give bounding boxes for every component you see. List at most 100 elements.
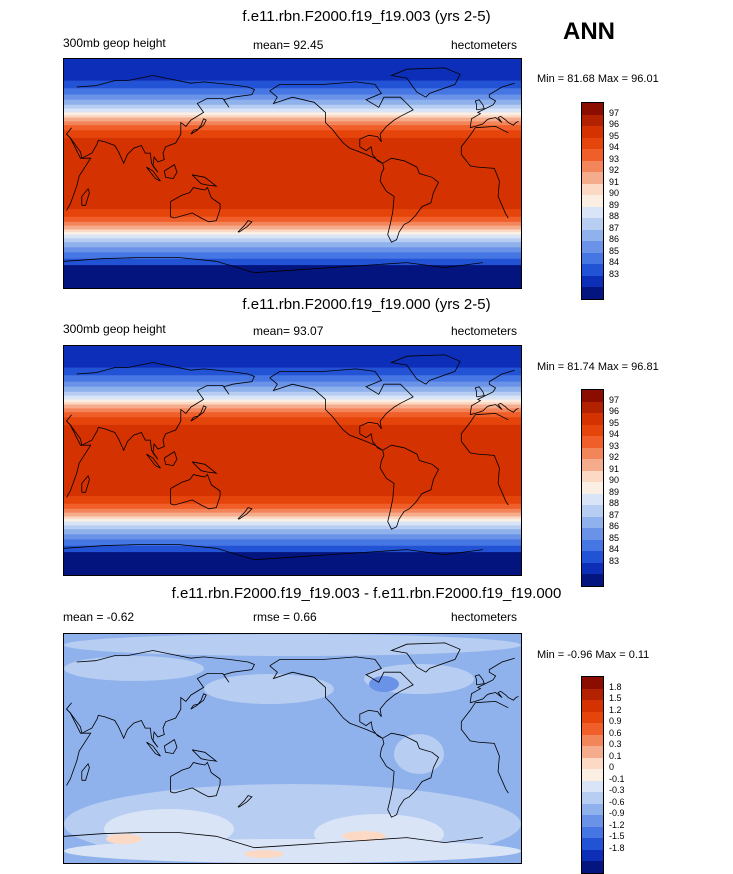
contour-band (64, 197, 521, 200)
coastline (64, 257, 255, 274)
contour-band (64, 482, 521, 484)
contour-band (64, 433, 521, 436)
contour-band (64, 126, 521, 129)
contour-band (64, 450, 521, 453)
colorbar-label: 1.2 (609, 704, 622, 715)
colorbar-label: -0.3 (609, 785, 625, 795)
contour-band (64, 113, 521, 116)
colorbar-swatch (582, 229, 603, 241)
coastline (269, 656, 414, 739)
contour-band (64, 93, 521, 96)
contour-band (64, 366, 521, 369)
colorbar-swatch (582, 459, 603, 471)
coastline (460, 127, 509, 219)
contour-band (64, 484, 521, 487)
contour-band (64, 548, 521, 551)
coastline (191, 461, 218, 474)
coastline (237, 220, 253, 233)
colorbar-swatch (582, 264, 603, 276)
contour-band (64, 79, 521, 82)
contour-band (64, 477, 521, 479)
contour-band (64, 78, 521, 80)
colorbar-label: 94 (609, 429, 620, 439)
contour-band (64, 262, 521, 265)
colorbar-swatch (582, 803, 603, 815)
contour-band (64, 60, 521, 63)
contour-band (64, 461, 521, 464)
contour-band (64, 106, 521, 108)
contour-band (64, 505, 521, 507)
contour-band (64, 149, 521, 152)
colorbar-swatch (582, 160, 603, 172)
panel-1-mean: mean= 92.45 (253, 38, 324, 52)
colorbar-swatch (582, 447, 603, 459)
contour-band (64, 400, 521, 403)
contour-band (64, 112, 521, 115)
contour-band (64, 165, 521, 168)
contour-band (64, 81, 521, 84)
colorbar-swatch (582, 688, 603, 700)
map-svg (64, 634, 521, 863)
contour-band (64, 502, 521, 505)
contour-band (64, 473, 521, 476)
contour-band (64, 232, 521, 234)
colorbar-swatch (582, 470, 603, 482)
colorbar-label: 84 (609, 544, 620, 554)
contour-band (64, 399, 521, 402)
contour-band (64, 391, 521, 394)
coastline (191, 174, 218, 187)
coastline (163, 738, 178, 755)
contour-band (64, 244, 521, 247)
colorbar-label: 86 (609, 234, 620, 244)
contour-band (64, 247, 521, 250)
contour-band (64, 426, 521, 429)
contour-band (64, 449, 521, 451)
contour-band (64, 499, 521, 502)
coastline (237, 507, 253, 520)
contour-band (64, 198, 521, 201)
coastline (146, 741, 161, 757)
colorbar-label: 93 (609, 153, 620, 164)
colorbar-swatch (582, 172, 603, 184)
contour-band (64, 97, 521, 100)
contour-band (64, 116, 521, 119)
colorbar-swatch (582, 528, 603, 540)
contour-band (64, 559, 521, 562)
colorbar-label: 1.5 (609, 693, 622, 703)
contour-band (64, 405, 521, 408)
colorbar-label: 86 (609, 521, 620, 531)
contour-band (64, 501, 521, 504)
contour-band (64, 562, 521, 565)
coastline (65, 650, 255, 748)
contour-band (64, 59, 521, 61)
contour-band (64, 125, 521, 128)
contour-band (64, 561, 521, 563)
contour-band (64, 375, 521, 378)
colorbar-label: 91 (609, 176, 620, 187)
panel-2-map (63, 345, 522, 576)
contour-band (64, 543, 521, 546)
contour-band (64, 120, 521, 122)
colorbar-swatch (582, 780, 603, 792)
contour-band (64, 163, 521, 166)
contour-band (64, 88, 521, 91)
colorbar-swatch (582, 493, 603, 505)
coastline (163, 450, 178, 467)
contour-band (64, 75, 521, 78)
colorbar-label: 90 (609, 188, 620, 198)
contour-band (64, 459, 521, 462)
coastline (170, 186, 221, 223)
contour-band (64, 128, 521, 131)
contour-band (64, 252, 521, 255)
contour-band (64, 503, 521, 506)
contour-band (64, 140, 521, 143)
contour-band (64, 248, 521, 251)
colorbar-swatch (582, 482, 603, 494)
contour-band (64, 70, 521, 73)
colorbar-label: 97 (609, 107, 620, 118)
contour-band (64, 168, 521, 171)
contour-band (64, 276, 521, 279)
contour-band (64, 187, 521, 190)
contour-band (64, 534, 521, 537)
contour-band (64, 407, 521, 409)
